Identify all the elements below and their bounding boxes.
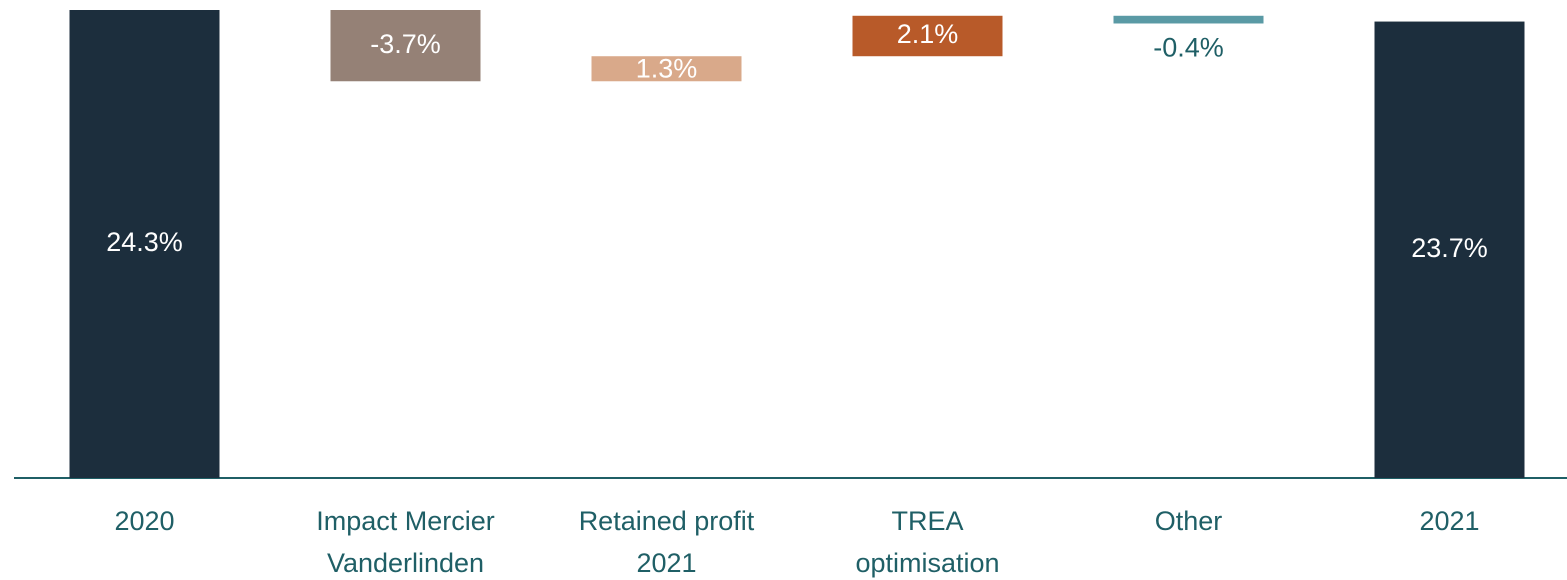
- bar: [591, 56, 742, 82]
- value-label: 23.7%: [1411, 233, 1488, 263]
- value-label: -3.7%: [370, 29, 441, 59]
- value-label: 2.1%: [897, 19, 959, 49]
- x-tick-label: 2021: [1419, 506, 1480, 536]
- x-tick-label: Retained profit 2021: [578, 506, 755, 578]
- value-label: 1.3%: [636, 53, 698, 83]
- value-label: -0.4%: [1153, 33, 1224, 63]
- x-tick-label: Other: [1154, 506, 1223, 536]
- bar: [852, 15, 1003, 57]
- x-tick-label: TREA optimisation: [855, 506, 1000, 578]
- bar: [330, 10, 481, 82]
- bar: [69, 10, 220, 478]
- x-tick-label: Impact Mercier Vanderlinden: [316, 506, 495, 578]
- bar: [1374, 21, 1525, 479]
- bar: [1113, 15, 1264, 24]
- value-label: 24.3%: [106, 227, 183, 257]
- x-tick-label: 2020: [114, 506, 175, 536]
